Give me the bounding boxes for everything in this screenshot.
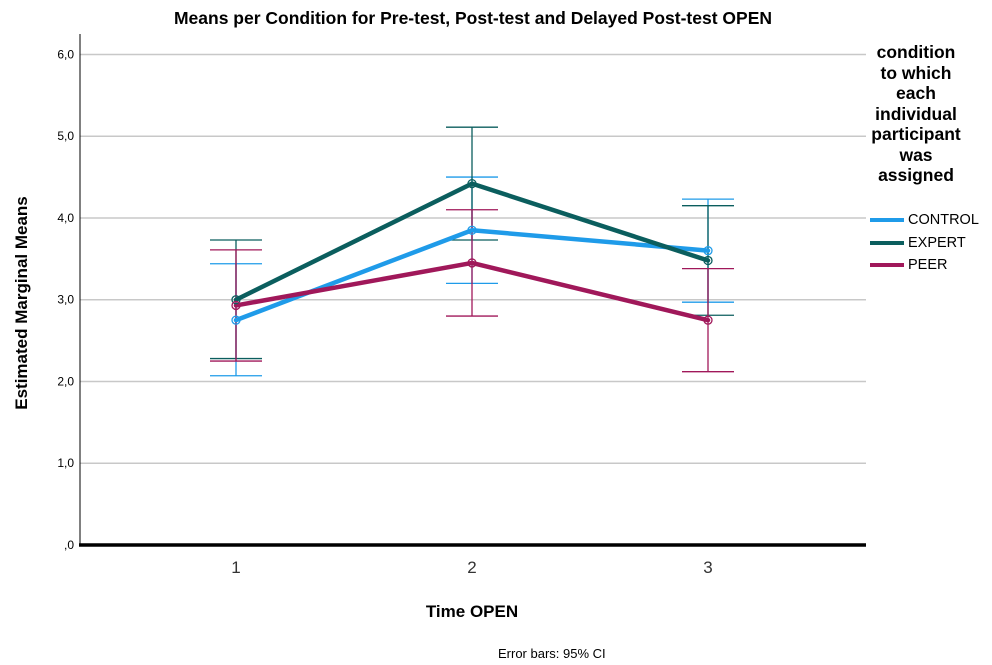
error-bars <box>210 126 734 377</box>
y-tick-labels: ,0 1,0 2,0 3,0 4,0 5,0 6,0 <box>57 47 74 552</box>
data-point-control <box>231 315 241 325</box>
y-tick-label: 2,0 <box>57 374 74 388</box>
x-tick-label: 1 <box>231 558 240 577</box>
data-point-peer <box>231 300 241 311</box>
data-point-expert <box>231 295 241 305</box>
error-bars-footnote: Error bars: 95% CI <box>498 646 606 661</box>
axes <box>79 34 866 547</box>
x-axis-label: Time OPEN <box>426 602 518 621</box>
legend-item-expert: EXPERT <box>870 234 966 252</box>
legend-swatch-control <box>870 218 904 222</box>
x-tick-label: 3 <box>703 558 712 577</box>
series-line-peer <box>233 260 711 323</box>
legend-swatch-peer <box>870 263 904 267</box>
data-point-control <box>467 225 477 235</box>
legend-item-peer: PEER <box>870 256 948 274</box>
legend-item-control: CONTROL <box>870 211 979 229</box>
legend-label-control: CONTROL <box>908 212 979 228</box>
series-lines <box>233 181 711 323</box>
y-tick-label: 4,0 <box>57 211 74 225</box>
data-point-peer <box>467 258 477 268</box>
data-point-control <box>703 246 713 256</box>
y-tick-label: 6,0 <box>57 47 74 61</box>
y-tick-label: 3,0 <box>57 293 74 307</box>
legend-title: condition to which each individual parti… <box>871 42 961 185</box>
chart-title: Means per Condition for Pre-test, Post-t… <box>173 8 773 28</box>
y-tick-label: ,0 <box>64 538 74 552</box>
x-tick-label: 2 <box>467 558 476 577</box>
x-tick-labels: 1 2 3 <box>231 558 712 577</box>
y-tick-label: 1,0 <box>57 456 74 470</box>
gridlines <box>80 53 866 464</box>
data-point-expert <box>703 255 713 266</box>
series-line-expert <box>233 181 711 302</box>
y-tick-label: 5,0 <box>57 129 74 143</box>
y-axis-label: Estimated Marginal Means <box>12 196 31 410</box>
data-points <box>231 178 713 325</box>
legend-swatch-expert <box>870 241 904 245</box>
data-point-expert <box>467 178 477 189</box>
legend-label-expert: EXPERT <box>908 235 966 251</box>
data-point-peer <box>703 315 713 325</box>
legend-label-peer: PEER <box>908 257 948 273</box>
